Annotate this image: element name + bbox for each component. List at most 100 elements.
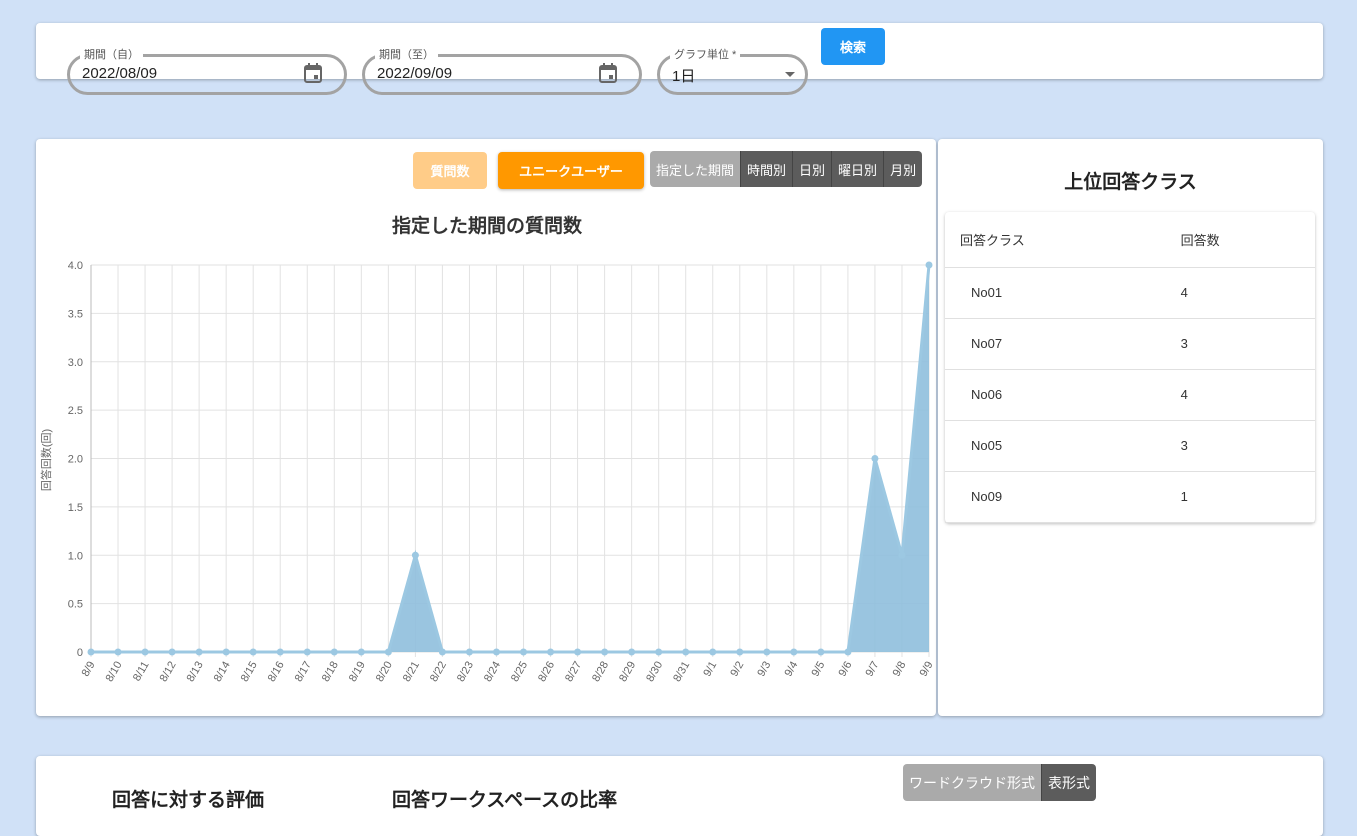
x-tick-label: 8/30: [644, 660, 665, 685]
top-classes-panel: 上位回答クラス 回答クラス 回答数 No01 4 No07 3 No06 4 No05 3 No0…: [938, 139, 1323, 716]
data-point: [330, 648, 338, 656]
search-button[interactable]: 検索: [821, 28, 885, 65]
y-tick-label: 4.0: [68, 260, 83, 272]
x-tick-label: 8/19: [347, 660, 368, 685]
x-tick-label: 8/18: [320, 660, 341, 685]
data-point: [682, 648, 690, 656]
x-tick-label: 8/15: [239, 660, 260, 685]
data-point: [222, 648, 230, 656]
x-tick-label: 8/12: [158, 660, 179, 685]
segment-weekday[interactable]: 曜日別: [831, 151, 884, 187]
x-tick-label: 8/17: [293, 660, 314, 685]
graph-unit-label: グラフ単位 *: [670, 46, 741, 62]
data-point: [411, 551, 419, 559]
x-tick-label: 8/20: [374, 660, 395, 685]
table-row: No06 4: [945, 369, 1315, 421]
x-tick-label: 8/11: [131, 660, 152, 684]
col-class: 回答クラス: [945, 212, 1166, 268]
chart-title: 指定した期間の質問数: [392, 214, 583, 237]
data-point: [249, 648, 257, 656]
x-tick-label: 8/24: [482, 660, 503, 685]
y-tick-label: 3.5: [68, 308, 83, 320]
segment-table[interactable]: 表形式: [1041, 764, 1096, 801]
data-point: [655, 648, 663, 656]
y-axis-label: 回答回数(回): [39, 429, 53, 491]
graph-unit-value: 1日: [672, 68, 696, 85]
table-row: No05 3: [945, 420, 1315, 472]
y-tick-label: 0: [77, 647, 83, 659]
calendar-icon[interactable]: [304, 63, 322, 83]
x-tick-label: 8/28: [590, 660, 611, 685]
date-to-field[interactable]: 期間（至） 2022/09/09: [362, 46, 642, 95]
x-tick-label: 8/21: [401, 660, 422, 685]
data-point: [898, 551, 906, 559]
date-to-value: 2022/09/09: [377, 65, 453, 82]
y-tick-label: 3.0: [68, 357, 83, 369]
data-point: [925, 261, 933, 269]
period-segment: 指定した期間 時間別 日別 曜日別 月別: [650, 151, 923, 187]
class-count: 1: [1165, 471, 1315, 523]
segment-hourly[interactable]: 時間別: [740, 151, 793, 187]
x-tick-label: 8/10: [104, 660, 125, 685]
data-point: [601, 648, 609, 656]
date-from-value: 2022/08/09: [82, 65, 158, 82]
table-row: No07 3: [945, 318, 1315, 370]
date-from-field[interactable]: 期間（自） 2022/08/09: [67, 46, 347, 95]
data-point: [438, 648, 446, 656]
segment-daily[interactable]: 日別: [792, 151, 832, 187]
chart-panel: 質問数 ユニークユーザー 指定した期間 時間別 日別 曜日別 月別: [36, 139, 936, 716]
data-point: [465, 648, 473, 656]
data-point: [628, 648, 636, 656]
segment-monthly[interactable]: 月別: [883, 151, 923, 187]
segment-specified[interactable]: 指定した期間: [650, 151, 741, 187]
data-point: [736, 648, 744, 656]
x-tick-label: 9/6: [836, 660, 854, 679]
x-tick-label: 9/3: [755, 660, 773, 679]
x-tick-label: 8/26: [536, 660, 557, 685]
data-point: [492, 648, 500, 656]
data-point: [817, 648, 825, 656]
data-point: [168, 648, 176, 656]
class-name: No09: [945, 471, 1166, 523]
class-count: 3: [1165, 318, 1315, 370]
date-from-label: 期間（自）: [80, 46, 143, 62]
segment-wordcloud[interactable]: ワードクラウド形式: [903, 764, 1041, 801]
data-point: [87, 648, 95, 656]
x-tick-label: 9/2: [728, 660, 746, 679]
evaluation-title: 回答に対する評価: [112, 790, 265, 811]
unique-users-button[interactable]: ユニークユーザー: [498, 152, 644, 189]
table-row: No01 4: [945, 267, 1315, 319]
data-point: [547, 648, 555, 656]
workspace-ratio-title: 回答ワークスペースの比率: [392, 790, 618, 811]
x-tick-label: 8/23: [455, 660, 476, 685]
table-row: No09 1: [945, 471, 1315, 523]
class-count: 4: [1165, 369, 1315, 421]
data-point: [790, 648, 798, 656]
series-line: [91, 264, 931, 654]
questions-button[interactable]: 質問数: [413, 152, 487, 189]
data-point: [141, 648, 149, 656]
date-to-label: 期間（至）: [375, 46, 438, 62]
data-point: [357, 648, 365, 656]
data-point: [871, 455, 879, 462]
y-tick-label: 2.5: [68, 405, 83, 417]
bottom-panel: 回答に対する評価 回答ワークスペースの比率 ワードクラウド形式 表形式: [36, 756, 1323, 836]
class-name: No06: [945, 369, 1166, 421]
data-point: [709, 648, 717, 656]
y-tick-label: 2.0: [68, 454, 83, 466]
y-tick-label: 1.0: [68, 550, 83, 562]
data-point: [520, 648, 528, 656]
graph-unit-select[interactable]: グラフ単位 * 1日: [657, 46, 808, 95]
calendar-icon[interactable]: [599, 63, 617, 83]
class-count: 3: [1165, 420, 1315, 472]
data-point: [114, 648, 122, 656]
data-point: [844, 648, 852, 656]
x-tick-label: 8/27: [563, 660, 584, 685]
data-point: [303, 648, 311, 656]
x-tick-label: 8/29: [617, 660, 638, 685]
x-tick-label: 9/1: [701, 660, 719, 679]
area-chart: 指定した期間の質問数 回答回数(回) 0 0.5 1.0 1.5 2.0 2.5 3.0 3.…: [39, 214, 936, 685]
x-tick-label: 8/14: [212, 660, 233, 685]
class-name: No07: [945, 318, 1166, 370]
x-tick-label: 9/7: [863, 660, 881, 679]
